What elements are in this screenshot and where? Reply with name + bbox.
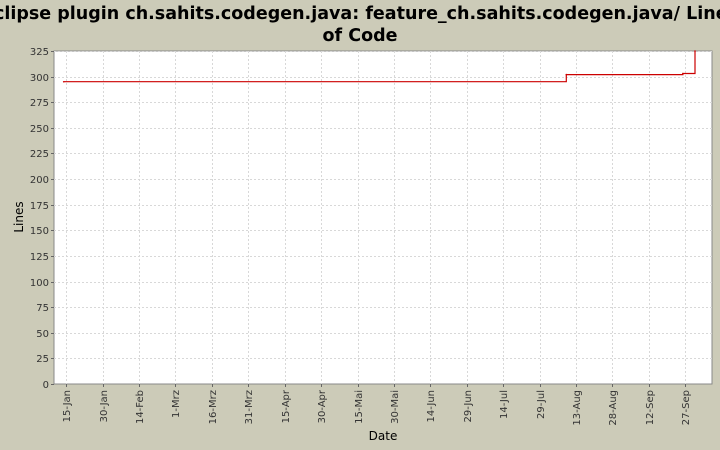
series-layer xyxy=(62,50,696,83)
data-point xyxy=(694,50,696,52)
x-tick-label: 1-Mrz xyxy=(171,390,182,418)
x-tick-label: 12-Sep xyxy=(645,390,656,425)
y-tick-label: 175 xyxy=(30,201,49,212)
x-tick-label: 14-Jun xyxy=(426,390,437,423)
y-tick-label: 25 xyxy=(36,354,49,365)
chart-title-line-1: Eclipse plugin ch.sahits.codegen.java: f… xyxy=(0,4,720,24)
data-point xyxy=(62,80,65,83)
y-tick-label: 300 xyxy=(30,73,49,84)
x-tick-label: 15-Mai xyxy=(354,390,365,424)
x-tick-label: 27-Sep xyxy=(681,390,692,425)
y-tick-label: 125 xyxy=(30,252,49,263)
x-tick-label: 15-Apr xyxy=(281,389,292,423)
data-point xyxy=(565,73,568,76)
x-tick-label: 30-Mai xyxy=(390,390,401,424)
y-tick-label: 250 xyxy=(30,124,49,135)
x-tick-label: 30-Jan xyxy=(99,390,110,422)
y-tick-label: 100 xyxy=(30,278,49,289)
y-axis-label: Lines xyxy=(12,201,26,232)
chart-title-line-2: of Code xyxy=(323,26,398,46)
y-tick-label: 0 xyxy=(43,380,49,391)
data-point xyxy=(682,72,684,75)
plot-area xyxy=(53,50,713,385)
y-tick-label: 50 xyxy=(36,329,49,340)
x-tick-label: 14-Feb xyxy=(135,390,146,424)
y-tick-label: 75 xyxy=(36,303,49,314)
x-tick-label: 29-Jul xyxy=(536,390,547,419)
y-tick-label: 325 xyxy=(30,47,49,58)
series-line xyxy=(63,51,696,83)
grid-layer xyxy=(54,51,712,384)
x-tick-label: 31-Mrz xyxy=(244,390,255,424)
y-tick-label: 225 xyxy=(30,149,49,160)
y-tick-label: 275 xyxy=(30,98,49,109)
y-tick-label: 150 xyxy=(30,226,49,237)
x-tick-label: 13-Aug xyxy=(572,390,583,426)
x-axis-label: Date xyxy=(369,429,398,443)
x-tick-label: 29-Jun xyxy=(463,390,474,423)
y-tick-label: 200 xyxy=(30,175,49,186)
tick-layer: 0 25 50 75 100 125 150 175 200 225 250 275 300 325 15-… xyxy=(30,47,692,426)
x-tick-label: 14-Jul xyxy=(499,390,510,419)
x-tick-label: 15-Jan xyxy=(62,390,73,422)
x-tick-label: 30-Apr xyxy=(317,389,328,423)
x-tick-label: 16-Mrz xyxy=(208,390,219,424)
x-tick-label: 28-Aug xyxy=(608,390,619,426)
